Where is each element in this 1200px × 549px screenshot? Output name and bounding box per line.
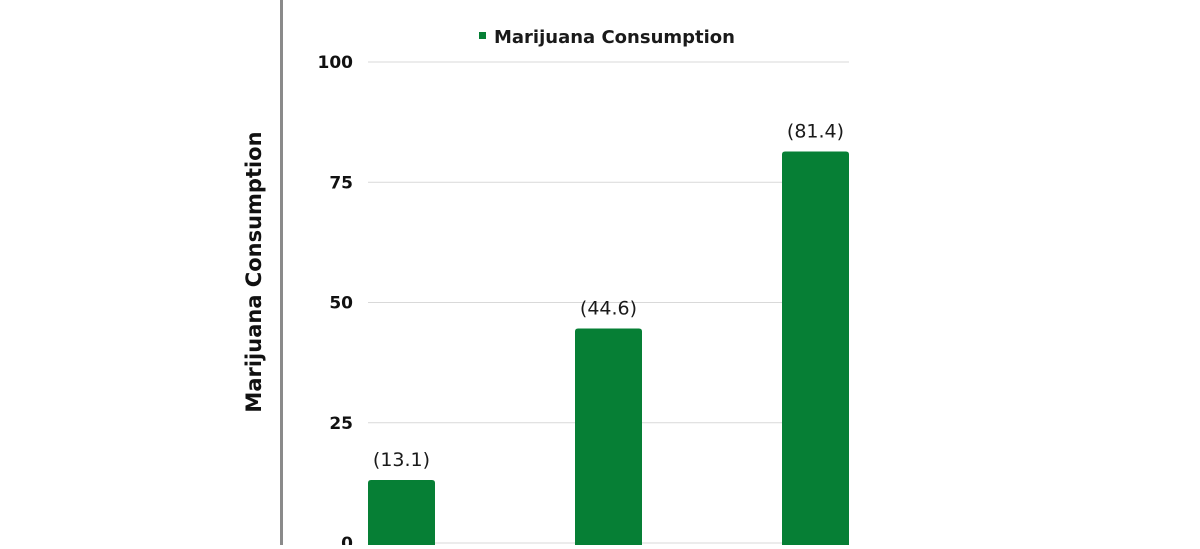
bar-1: [368, 479, 435, 547]
data-label-3: (81.4): [787, 120, 844, 142]
legend: Marijuana Consumption: [479, 27, 735, 48]
y-tick-label-25: 25: [329, 414, 353, 434]
gridlines: [368, 61, 849, 544]
y-axis-title: Marijuana Consumption: [242, 131, 266, 412]
bar-3: [782, 151, 849, 547]
legend-label-marijuana-consumption: Marijuana Consumption: [494, 27, 735, 48]
y-tick-label-0: 0: [341, 534, 353, 545]
bar-2: [575, 328, 642, 547]
left-border-rule: [280, 0, 283, 545]
data-label-1: (13.1): [373, 449, 430, 471]
bars: [368, 151, 849, 547]
legend-swatch-marijuana-consumption: [479, 32, 486, 39]
data-labels: (13.1) (44.6) (81.4): [373, 120, 844, 471]
y-tick-label-100: 100: [318, 53, 354, 73]
y-tick-label-50: 50: [329, 294, 353, 314]
data-label-2: (44.6): [580, 297, 637, 319]
y-tick-label-75: 75: [329, 173, 353, 193]
y-tick-labels: 0 25 50 75 100: [318, 53, 354, 549]
